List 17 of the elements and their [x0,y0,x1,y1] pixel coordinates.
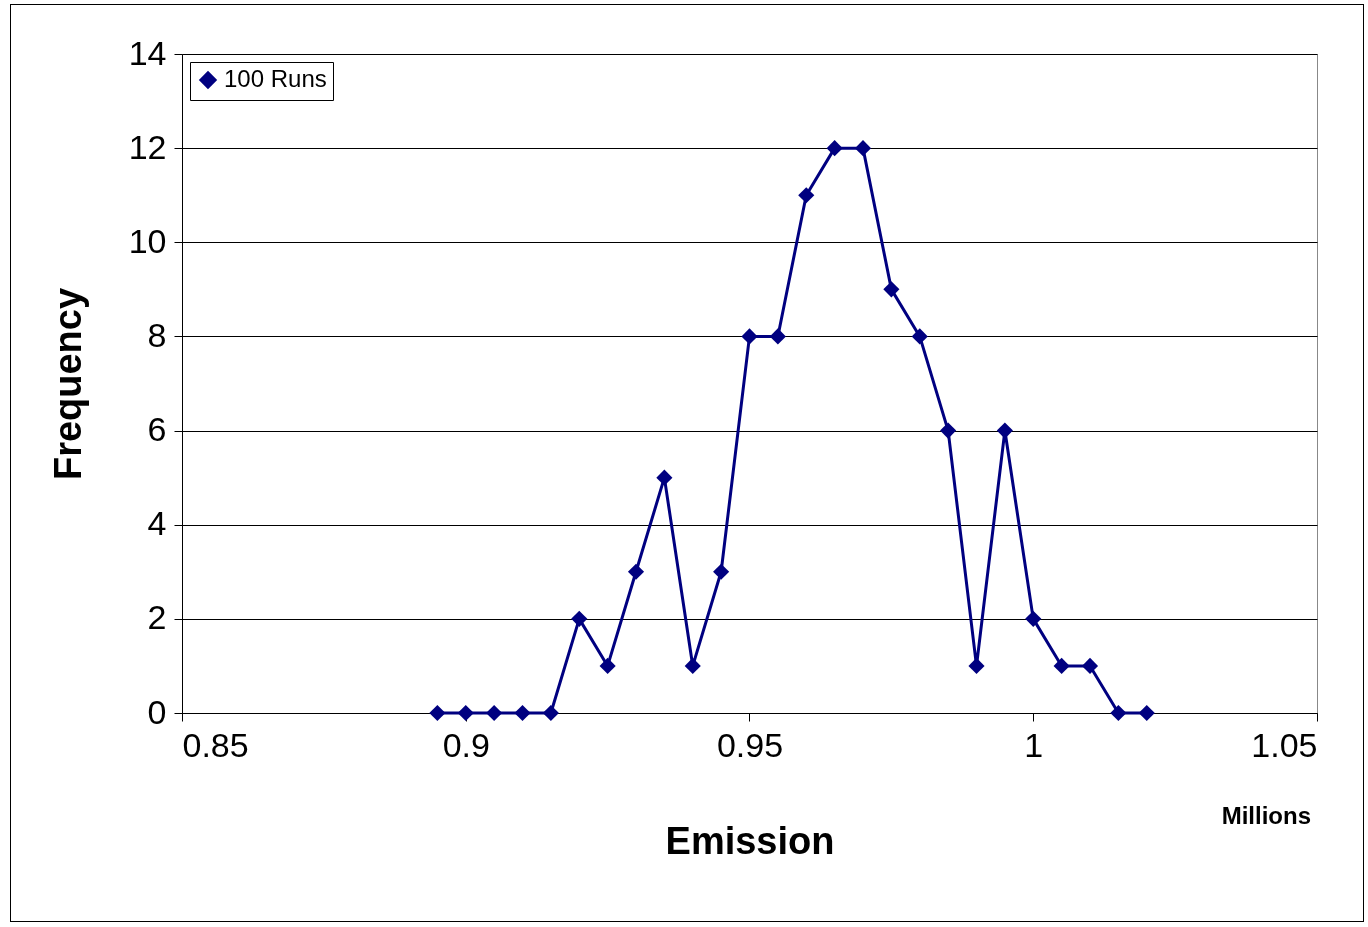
y-tick-label: 0 [147,692,167,731]
y-tick-label: 8 [147,315,167,354]
x-tick-label: 1 [1024,725,1044,764]
x-axis-title: Emission [665,819,835,862]
y-tick-label: 12 [128,127,167,166]
y-tick-label: 10 [128,221,167,260]
y-tick-label: 6 [147,410,167,449]
y-tick-label: 4 [147,504,167,543]
y-tick-label: 2 [147,598,167,637]
x-tick-label: 0.95 [716,725,784,764]
x-tick-label: 0.85 [182,725,249,764]
x-tick-label: 0.9 [442,725,490,764]
legend-label: 100 Runs [224,65,327,92]
y-tick-label: 14 [128,33,167,72]
x-tick-label: 1.05 [1251,725,1318,764]
text: Millions [1221,802,1311,829]
y-axis-title: Frequency [46,287,89,481]
